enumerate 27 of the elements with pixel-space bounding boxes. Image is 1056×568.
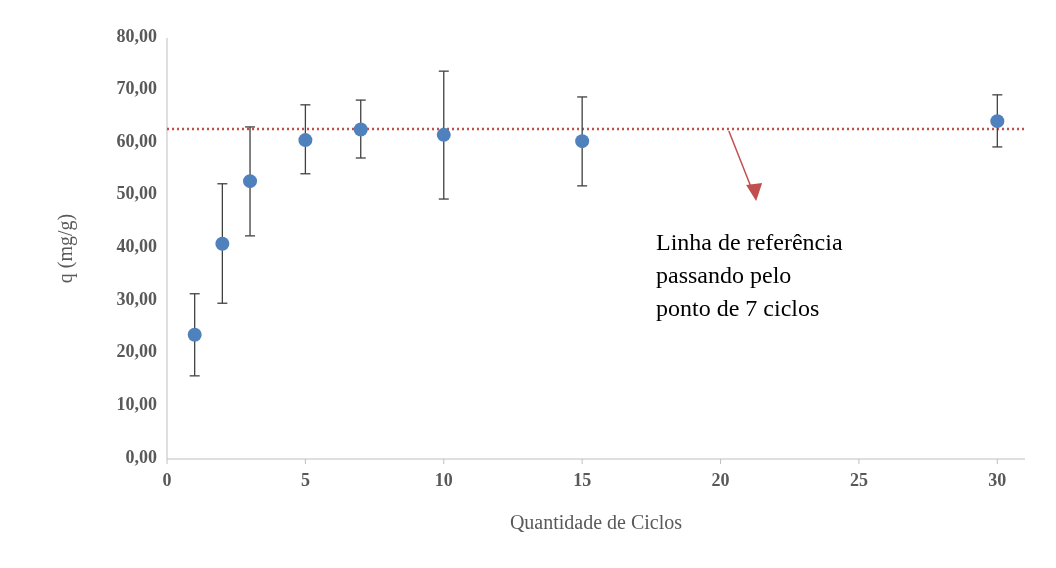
y-tick-label: 80,00: [116, 25, 157, 46]
y-tick-label: 50,00: [116, 183, 157, 204]
annotation: Linha de referência passando pelo ponto de 7 ciclos: [656, 229, 843, 321]
x-tick-label: 30: [988, 470, 1007, 490]
point: [436, 127, 451, 142]
y-tick-label: 20,00: [116, 341, 157, 362]
point: [575, 134, 590, 149]
y-tick-label: 70,00: [116, 78, 157, 99]
point: [243, 174, 258, 189]
point: [990, 114, 1005, 129]
point: [187, 327, 202, 342]
point: [353, 122, 368, 137]
x-tick-label: 25: [849, 470, 868, 490]
y-tick-label: 30,00: [116, 288, 157, 309]
x-tick-label: 10: [434, 470, 453, 490]
x-tick-label: 15: [573, 470, 592, 490]
y-tick-label: 10,00: [116, 393, 157, 414]
x-axis-title: Quantidade de Ciclos: [509, 511, 683, 533]
point: [298, 133, 313, 148]
y-tick-label: 60,00: [116, 130, 157, 151]
x-tick-label: 0: [162, 470, 172, 490]
y-tick-label: 40,00: [116, 236, 157, 257]
x-tick-label: 20: [711, 470, 730, 490]
point: [215, 236, 230, 251]
y-tick-label: 0,00: [125, 446, 157, 467]
x-tick-label: 5: [300, 470, 310, 490]
y-axis-title: q (mg/g): [54, 213, 77, 284]
